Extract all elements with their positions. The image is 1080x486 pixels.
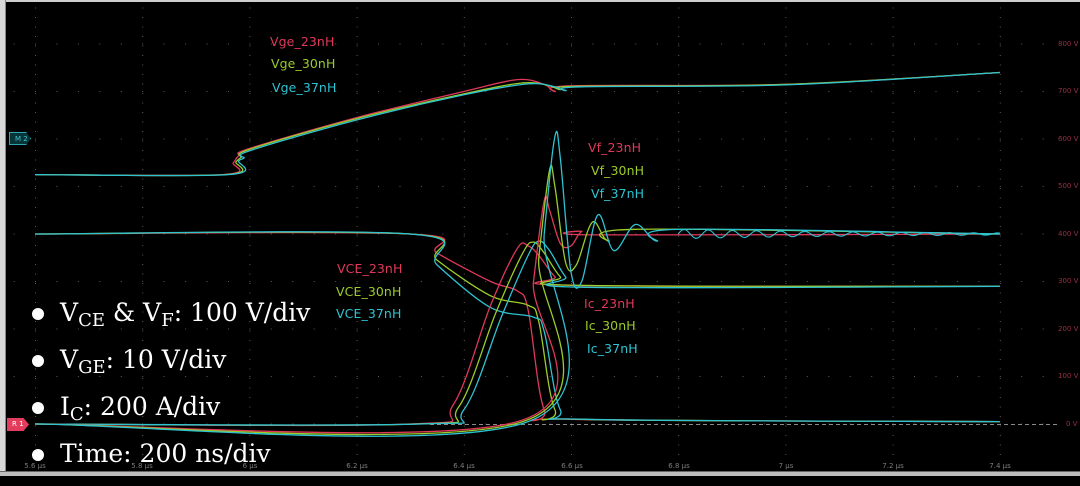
label-vf-23nh: Vf_23nH [588,140,642,155]
x-label-6-2: 6.2 µs [346,462,368,470]
label-ic-23nh: Ic_23nH [584,296,635,311]
x-label-5-8: 5.8 µs [131,462,153,470]
label-ic-37nh: Ic_37nH [587,341,638,356]
trace-vge-23nh [34,71,1000,177]
y-label-500: 500 V [1058,182,1079,190]
y-label-800: 800 V [1058,40,1079,48]
y-label-600: 600 V [1058,135,1079,143]
y-label-700: 700 V [1058,87,1079,95]
y-label-400: 400 V [1058,230,1079,238]
oscilloscope-screen: 800 V 700 V 600 V 500 V 400 V 300 V 200 … [0,0,1080,476]
left-border [0,0,6,475]
math-channel-m2-marker[interactable]: M 2 [9,132,31,145]
top-border [0,0,1080,2]
trace-vf-37nh-ringing [677,228,1000,239]
trace-vge-37nh [34,71,1000,177]
x-label-6-6: 6.6 µs [561,462,583,470]
x-label-6-4: 6.4 µs [453,462,475,470]
legend-time-scale: Time: 200 ns/div [30,439,310,486]
x-label-5-6: 5.6 µs [24,462,46,470]
legend-vce-vf-scale: VCE & VF: 100 V/div [30,298,310,345]
trace-vge-30nh [34,71,1000,177]
bullet-icon [32,308,44,320]
y-label-0: 0 V [1066,420,1078,428]
label-vge-30nh: Vge_30nH [271,56,336,71]
reference-channel-r1-marker[interactable]: R 1 [7,418,29,431]
legend-vge-scale: VGE: 10 V/div [30,345,310,392]
bullet-icon [32,355,44,367]
y-label-300: 300 V [1058,277,1079,285]
bullet-icon [32,449,44,461]
legend-ic-scale: IC: 200 A/div [30,392,310,439]
x-label-6-8: 6.8 µs [668,462,690,470]
label-vce-23nh: VCE_23nH [337,261,403,276]
scale-legend: VCE & VF: 100 V/div VGE: 10 V/div IC: 20… [30,298,310,486]
x-label-6-0: 6 µs [242,462,258,470]
trace-vf-23nh [34,195,1000,434]
traces [34,71,1000,437]
y-label-200: 200 V [1058,325,1079,333]
x-label-7-4: 7.4 µs [989,462,1011,470]
bottom-border [0,471,1080,476]
label-vf-30nh: Vf_30nH [591,163,645,178]
label-vge-37nh: Vge_37nH [272,80,337,95]
label-vge-23nh: Vge_23nH [270,34,335,49]
bullet-icon [32,402,44,414]
x-label-7-0: 7 µs [778,462,794,470]
trace-ic-37nh [34,240,1000,426]
label-vce-30nh: VCE_30nH [336,284,402,299]
label-ic-30nh: Ic_30nH [585,318,636,333]
trace-vf-37nh [34,130,1000,437]
label-vce-37nh: VCE_37nH [336,306,402,321]
label-vf-37nh: Vf_37nH [591,186,645,201]
trace-vce-37nh [34,231,1000,423]
trace-vf-30nh [34,164,1000,436]
x-label-7-2: 7.2 µs [882,462,904,470]
y-label-100: 100 V [1058,372,1079,380]
waveform-plot [13,7,1060,455]
